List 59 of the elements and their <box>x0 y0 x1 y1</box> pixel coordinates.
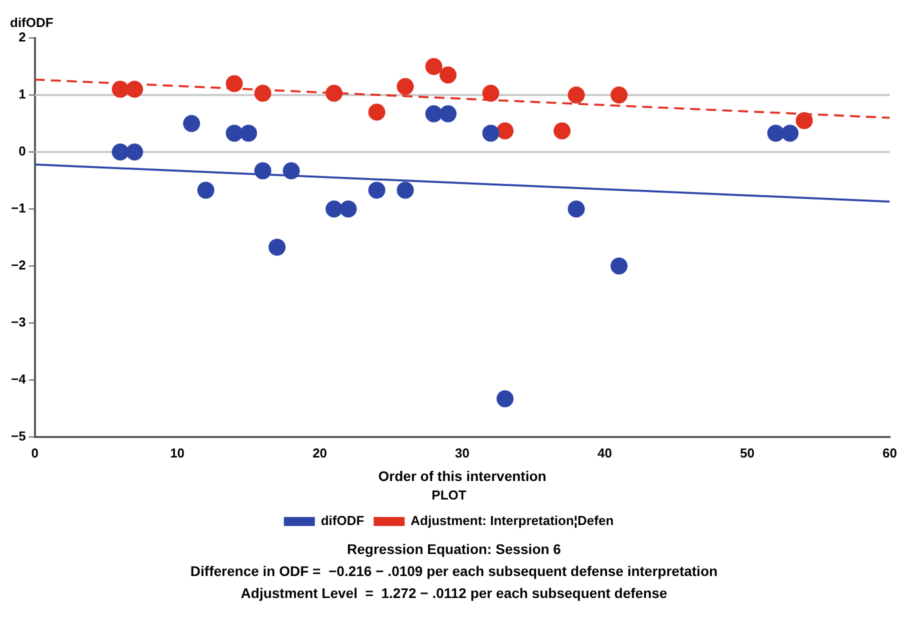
x-tick-label: 30 <box>455 445 470 460</box>
text: Difference in ODF = −0.216 − .0109 per each subsequent defense interpretation <box>189 562 719 581</box>
point <box>112 80 129 98</box>
y-tick-label: −2 <box>10 258 26 273</box>
y-tick-label: −3 <box>10 314 26 330</box>
x-axis-title: Order of this intervention <box>378 468 546 484</box>
point <box>112 144 129 160</box>
x-tick-label: 50 <box>740 445 755 460</box>
point <box>254 84 272 102</box>
y-tick-label: −5 <box>10 428 26 444</box>
point <box>197 182 214 199</box>
point <box>226 124 243 142</box>
point <box>796 112 813 130</box>
point <box>326 200 343 218</box>
y-axis-title: difODF <box>10 15 54 30</box>
point <box>440 105 457 122</box>
point <box>326 84 343 102</box>
point <box>282 162 300 180</box>
point <box>610 258 628 274</box>
point <box>425 58 442 75</box>
point <box>396 78 414 95</box>
text: Adjustment Level = 1.272 − .0112 per each subsequent defense <box>240 584 668 603</box>
point <box>126 144 144 160</box>
point <box>183 115 200 132</box>
point <box>368 182 386 199</box>
point <box>568 86 585 104</box>
point <box>226 75 243 92</box>
point <box>254 162 272 180</box>
x-tick-label: 0 <box>31 445 38 460</box>
point <box>368 104 386 121</box>
x-tick-label: 40 <box>598 445 612 460</box>
point <box>240 124 258 142</box>
point <box>396 182 414 199</box>
point <box>568 200 585 218</box>
y-tick-label: 0 <box>18 144 26 159</box>
point <box>126 80 144 98</box>
point <box>782 124 799 142</box>
point <box>554 122 571 140</box>
x-tick-label: 60 <box>882 445 898 460</box>
legend-label: Adjustment: Interpretation¦Defen <box>410 513 614 528</box>
y-tick-label: 2 <box>18 30 26 45</box>
text: Regression Equation: Session 6 <box>346 540 562 559</box>
y-tick-label: −4 <box>10 372 27 387</box>
x-tick-label: 20 <box>312 445 328 460</box>
legend-title: PLOT <box>432 487 466 502</box>
y-tick-label: 1 <box>18 86 26 102</box>
point <box>610 86 628 104</box>
point <box>440 66 457 84</box>
point <box>340 200 357 218</box>
x-tick-label: 10 <box>170 445 185 460</box>
point <box>496 390 514 408</box>
point <box>268 238 286 256</box>
point <box>767 124 784 142</box>
point <box>425 105 442 122</box>
point <box>496 122 514 140</box>
point <box>482 84 500 102</box>
legend-label: difODF <box>320 513 364 528</box>
point <box>482 124 500 142</box>
y-tick-label: −1 <box>10 200 26 216</box>
